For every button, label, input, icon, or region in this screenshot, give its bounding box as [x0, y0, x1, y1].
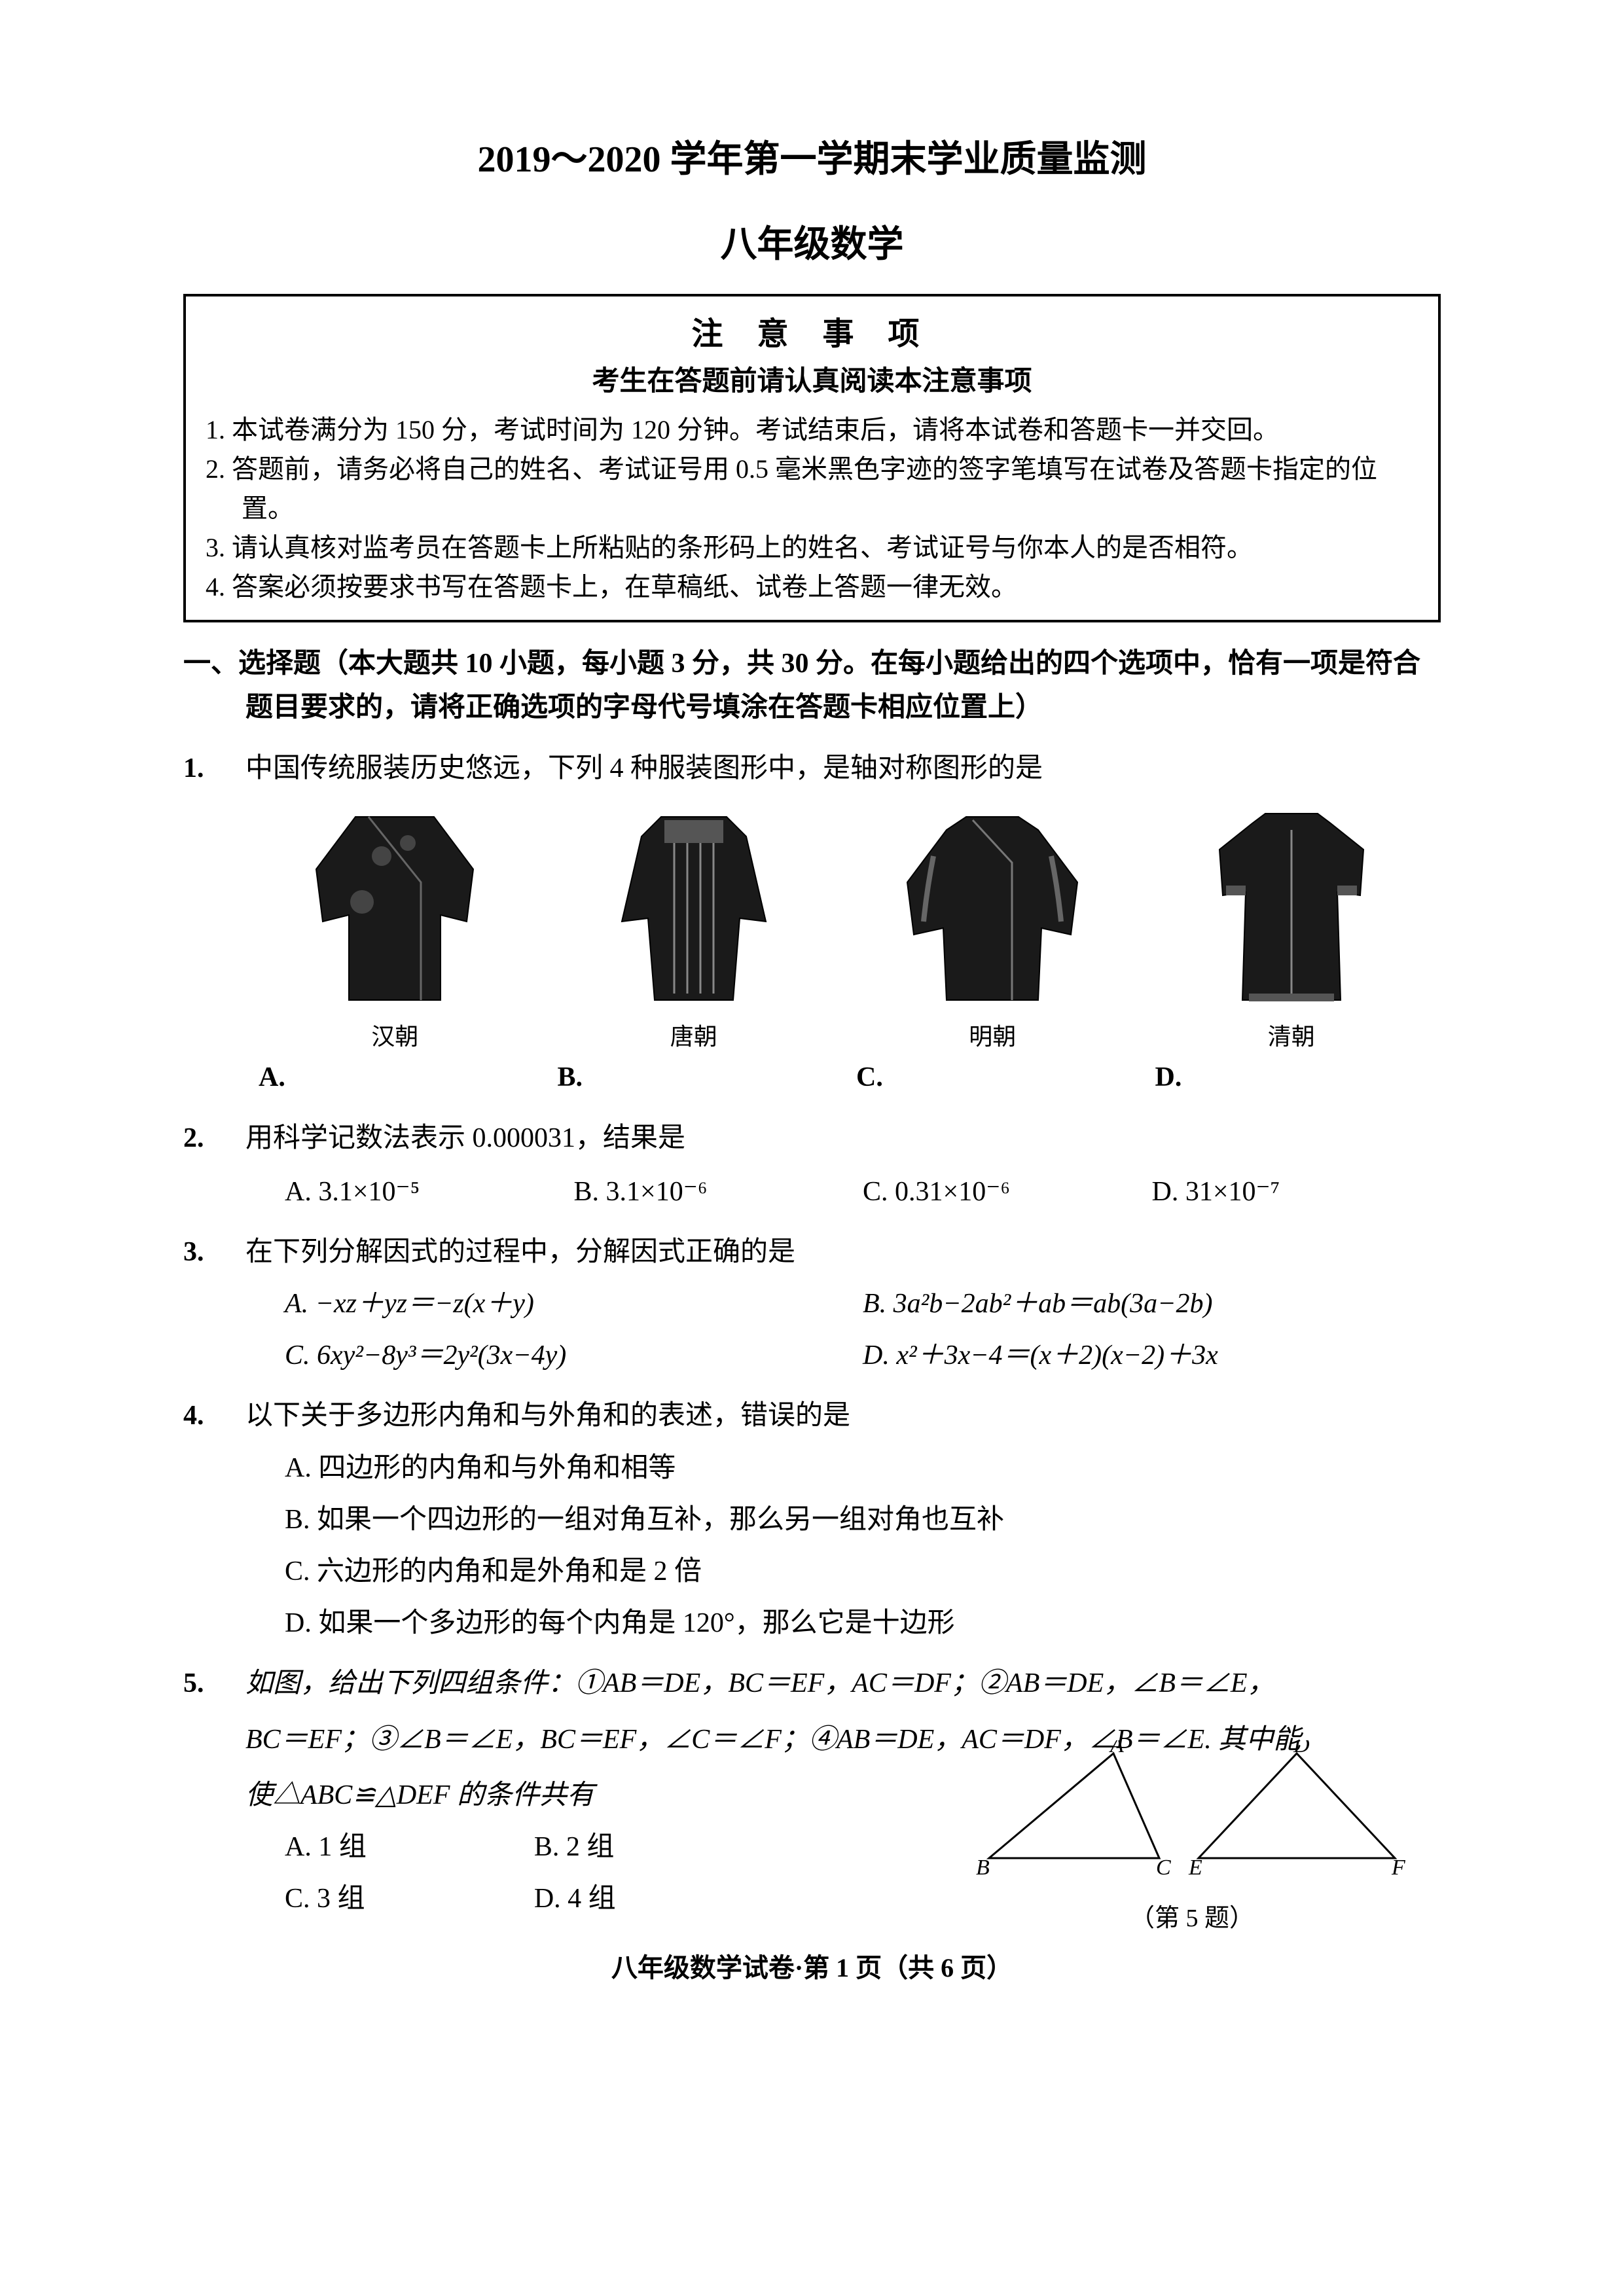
q5-options: A. 1 组 B. 2 组 C. 3 组 D. 4 组 [245, 1825, 784, 1921]
hanchao-clothing-icon [303, 804, 486, 1013]
tangchao-clothing-icon [602, 804, 785, 1013]
question-3: 3. 在下列分解因式的过程中，分解因式正确的是 A. −xz＋yz＝−z(x＋y… [183, 1230, 1441, 1378]
sub-title: 八年级数学 [183, 216, 1441, 275]
q1-option-b: 唐朝 B. [545, 804, 844, 1100]
q1-caption-a: 汉朝 [245, 1018, 545, 1056]
svg-text:E: E [1188, 1856, 1202, 1880]
question-4: 4. 以下关于多边形内角和与外角和的表述，错误的是 A. 四边形的内角和与外角和… [183, 1394, 1441, 1645]
question-2: 2. 用科学记数法表示 0.000031，结果是 A. 3.1×10⁻⁵ B. … [183, 1117, 1441, 1214]
q4-opt-b: B. 如果一个四边形的一组对角互补，那么另一组对角也互补 [285, 1498, 1441, 1542]
q2-options: A. 3.1×10⁻⁵ B. 3.1×10⁻⁶ C. 0.31×10⁻⁶ D. … [245, 1170, 1441, 1214]
svg-text:C: C [1156, 1856, 1171, 1880]
question-1: 1. 中国传统服装历史悠远，下列 4 种服装图形中，是轴对称图形的是 汉朝 A. [183, 747, 1441, 1100]
q3-opt-c: C. 6xy²−8y³＝2y²(3x−4y) [285, 1334, 863, 1378]
q1-caption-c: 明朝 [843, 1018, 1142, 1056]
notice-item-3: 3. 请认真核对监考员在答题卡上所粘贴的条形码上的姓名、考试证号与你本人的是否相… [206, 528, 1418, 567]
q3-options: A. −xz＋yz＝−z(x＋y) B. 3a²b−2ab²＋ab＝ab(3a−… [245, 1282, 1441, 1378]
q1-caption-d: 清朝 [1142, 1018, 1441, 1056]
q3-opt-d: D. x²＋3x−4＝(x＋2)(x−2)＋3x [863, 1334, 1441, 1378]
q2-opt-d: D. 31×10⁻⁷ [1152, 1170, 1441, 1214]
svg-text:F: F [1391, 1856, 1406, 1880]
notice-item-4: 4. 答案必须按要求书写在答题卡上，在草稿纸、试卷上答题一律无效。 [206, 567, 1418, 607]
svg-text:D: D [1293, 1740, 1310, 1757]
q5-figure-caption: （第 5 题） [963, 1899, 1421, 1939]
q4-text: 以下关于多边形内角和与外角和的表述，错误的是 [245, 1401, 850, 1431]
q5-number: 5. [183, 1662, 236, 1706]
q2-opt-a: A. 3.1×10⁻⁵ [285, 1170, 574, 1214]
q1-option-a: 汉朝 A. [245, 804, 545, 1100]
q3-text: 在下列分解因式的过程中，分解因式正确的是 [245, 1237, 795, 1267]
q1-option-c: 明朝 C. [843, 804, 1142, 1100]
main-title: 2019～2020 学年第一学期末学业质量监测 [183, 131, 1441, 190]
q2-text: 用科学记数法表示 0.000031，结果是 [245, 1123, 685, 1153]
q1-label-d: D. [1142, 1056, 1441, 1100]
q3-number: 3. [183, 1230, 236, 1274]
q3-opt-a: A. −xz＋yz＝−z(x＋y) [285, 1282, 863, 1326]
notice-box: 注 意 事 项 考生在答题前请认真阅读本注意事项 1. 本试卷满分为 150 分… [183, 294, 1441, 622]
q1-images-row: 汉朝 A. 唐朝 B. 明朝 C. [245, 804, 1441, 1100]
q5-opt-b: B. 2 组 [534, 1825, 784, 1869]
page-footer: 八年级数学试卷·第 1 页（共 6 页） [183, 1947, 1441, 1989]
q1-text: 中国传统服装历史悠远，下列 4 种服装图形中，是轴对称图形的是 [245, 753, 1043, 783]
q4-options: A. 四边形的内角和与外角和相等 B. 如果一个四边形的一组对角互补，那么另一组… [245, 1446, 1441, 1646]
q5-opt-d: D. 4 组 [534, 1877, 784, 1921]
q1-option-d: 清朝 D. [1142, 804, 1441, 1100]
q5-opt-c: C. 3 组 [285, 1877, 534, 1921]
q1-label-b: B. [545, 1056, 844, 1100]
q4-opt-c: C. 六边形的内角和是外角和是 2 倍 [285, 1550, 1441, 1594]
q5-figure: A B C D E F （第 5 题） [963, 1740, 1421, 1938]
q2-opt-b: B. 3.1×10⁻⁶ [574, 1170, 863, 1214]
notice-subtitle: 考生在答题前请认真阅读本注意事项 [206, 360, 1418, 404]
q1-label-a: A. [245, 1056, 545, 1100]
q2-number: 2. [183, 1117, 236, 1160]
q1-number: 1. [183, 747, 236, 791]
triangles-diagram-icon: A B C D E F [963, 1740, 1421, 1884]
q5-text-line1: 如图，给出下列四组条件：①AB＝DE，BC＝EF，AC＝DF；②AB＝DE，∠B… [245, 1662, 1441, 1706]
svg-text:B: B [976, 1856, 990, 1880]
q2-opt-c: C. 0.31×10⁻⁶ [863, 1170, 1152, 1214]
q4-opt-d: D. 如果一个多边形的每个内角是 120°，那么它是十边形 [285, 1602, 1441, 1645]
section-1-heading: 一、选择题（本大题共 10 小题，每小题 3 分，共 30 分。在每小题给出的四… [183, 642, 1441, 730]
q1-caption-b: 唐朝 [545, 1018, 844, 1056]
q5-opt-a: A. 1 组 [285, 1825, 534, 1869]
svg-text:A: A [1109, 1740, 1124, 1757]
q4-opt-a: A. 四边形的内角和与外角和相等 [285, 1446, 1441, 1490]
notice-item-1: 1. 本试卷满分为 150 分，考试时间为 120 分钟。考试结束后，请将本试卷… [206, 410, 1418, 450]
q4-number: 4. [183, 1394, 236, 1438]
qingchao-clothing-icon [1200, 804, 1383, 1013]
mingchao-clothing-icon [901, 804, 1084, 1013]
notice-item-2: 2. 答题前，请务必将自己的姓名、考试证号用 0.5 毫米黑色字迹的签字笔填写在… [206, 450, 1418, 528]
q3-opt-b: B. 3a²b−2ab²＋ab＝ab(3a−2b) [863, 1282, 1441, 1326]
notice-title: 注 意 事 项 [206, 310, 1418, 360]
question-5: 5. 如图，给出下列四组条件：①AB＝DE，BC＝EF，AC＝DF；②AB＝DE… [183, 1662, 1441, 1921]
q1-label-c: C. [843, 1056, 1142, 1100]
